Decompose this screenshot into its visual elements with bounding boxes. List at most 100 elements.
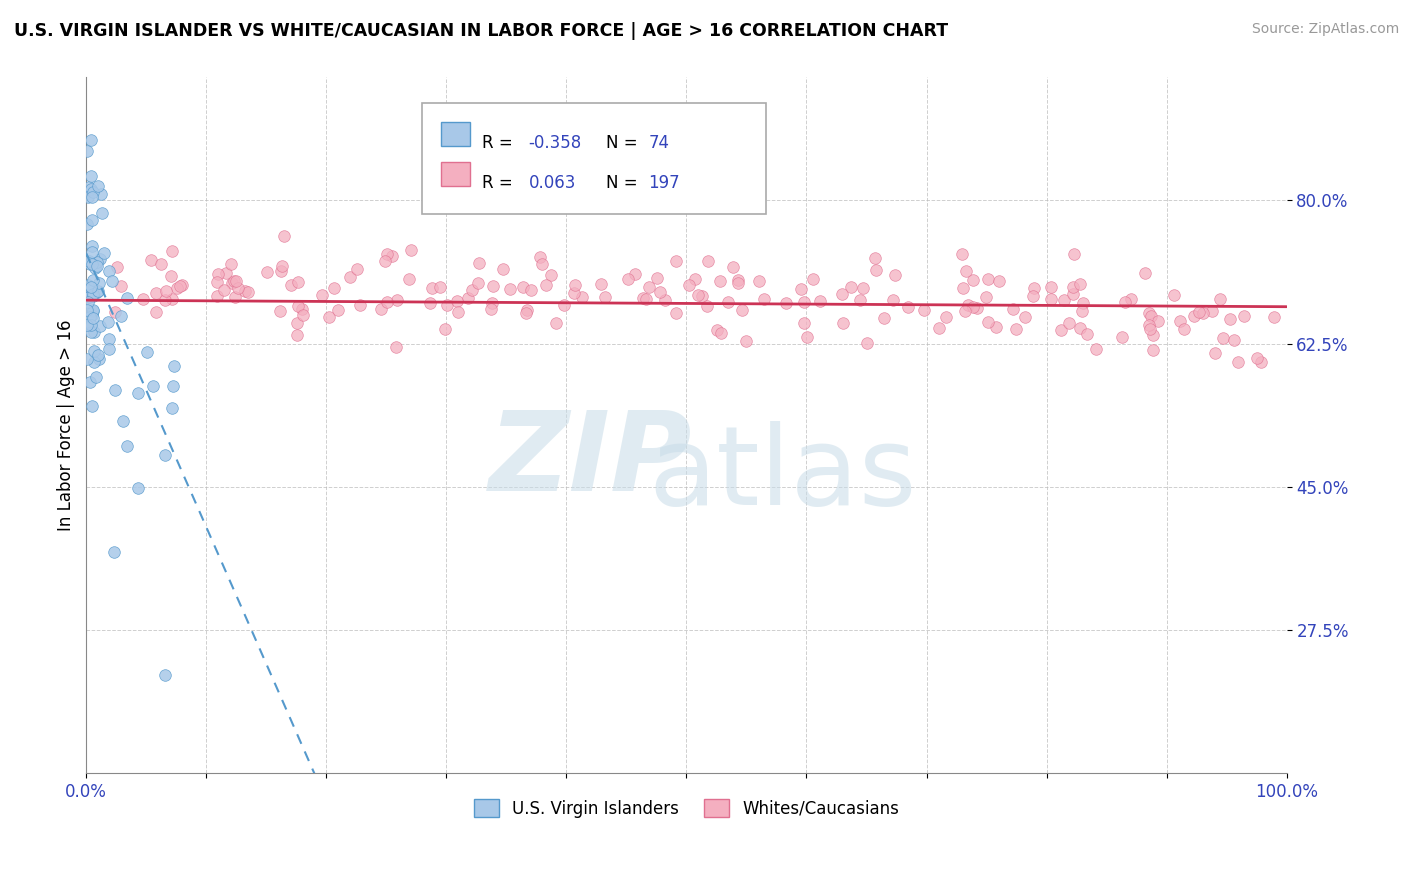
Point (790, 282, 813, 296)
Point (93, 246, 115, 260)
Point (149, 257, 172, 271)
Point (1208, 292, 1230, 306)
Point (142, 379, 165, 393)
Point (710, 326, 733, 341)
Text: 0.063: 0.063 (529, 174, 576, 192)
Point (153, 293, 176, 307)
Point (76, 289, 98, 303)
Point (624, 267, 647, 281)
Point (82, 310, 104, 325)
Point (479, 301, 502, 316)
Point (498, 282, 520, 296)
Point (808, 293, 831, 308)
Point (207, 289, 229, 303)
Point (219, 257, 242, 271)
Point (77, 277, 100, 292)
Point (1263, 310, 1285, 324)
Point (346, 262, 368, 277)
Text: R =: R = (482, 174, 519, 192)
Point (323, 281, 346, 295)
Point (80, 280, 103, 294)
Point (1014, 310, 1036, 325)
Point (77, 290, 100, 304)
Point (269, 304, 291, 318)
Point (87, 352, 110, 367)
Point (540, 268, 562, 283)
Point (856, 335, 879, 350)
Point (696, 299, 718, 313)
Point (962, 300, 984, 314)
Point (1076, 327, 1098, 342)
Point (82, 273, 104, 287)
Point (285, 327, 308, 342)
Point (98, 342, 121, 356)
Point (1191, 306, 1213, 320)
Point (987, 275, 1010, 289)
Point (1069, 321, 1091, 335)
Point (233, 284, 256, 298)
Point (1233, 309, 1256, 323)
Point (1201, 304, 1223, 318)
Point (82, 287, 104, 301)
Point (457, 291, 479, 305)
Point (1069, 277, 1091, 292)
Point (385, 293, 408, 308)
Point (80, 169, 103, 184)
Point (127, 385, 149, 400)
Point (159, 268, 181, 283)
Point (76, 352, 98, 367)
Point (727, 277, 749, 291)
Point (721, 260, 744, 274)
Point (80, 213, 103, 227)
Point (104, 305, 127, 319)
Point (1071, 295, 1094, 310)
Point (212, 283, 235, 297)
Point (381, 249, 404, 263)
Point (127, 481, 149, 495)
Point (1142, 327, 1164, 342)
Point (974, 290, 997, 304)
Point (82, 239, 104, 253)
Point (950, 247, 973, 261)
Point (86, 255, 108, 269)
Point (709, 274, 731, 288)
Point (76, 217, 98, 231)
Point (349, 298, 371, 312)
Point (648, 285, 671, 299)
Point (84, 260, 107, 275)
Point (492, 262, 515, 277)
Point (273, 229, 295, 244)
Text: N =: N = (606, 134, 643, 152)
Point (104, 383, 127, 397)
Point (1163, 288, 1185, 302)
Point (1168, 313, 1191, 327)
Point (1226, 355, 1249, 369)
Point (162, 401, 184, 416)
Point (79, 310, 101, 325)
Point (696, 253, 718, 268)
Point (76, 144, 98, 158)
Point (80, 325, 103, 339)
Text: Source: ZipAtlas.com: Source: ZipAtlas.com (1251, 22, 1399, 37)
Point (79, 375, 101, 389)
Point (80, 318, 103, 332)
Point (419, 296, 441, 310)
Point (141, 253, 163, 268)
Point (86, 259, 108, 273)
Point (796, 329, 818, 343)
Point (79, 180, 101, 194)
Point (688, 288, 710, 302)
Point (935, 310, 957, 324)
Point (101, 274, 124, 288)
Point (1022, 289, 1045, 303)
Point (287, 275, 309, 289)
Point (429, 280, 451, 294)
Point (966, 301, 988, 316)
Point (1022, 281, 1045, 295)
Point (155, 449, 177, 463)
Point (1142, 343, 1164, 358)
Point (849, 293, 872, 307)
Point (205, 275, 228, 289)
Point (637, 279, 659, 293)
Point (80, 400, 103, 414)
